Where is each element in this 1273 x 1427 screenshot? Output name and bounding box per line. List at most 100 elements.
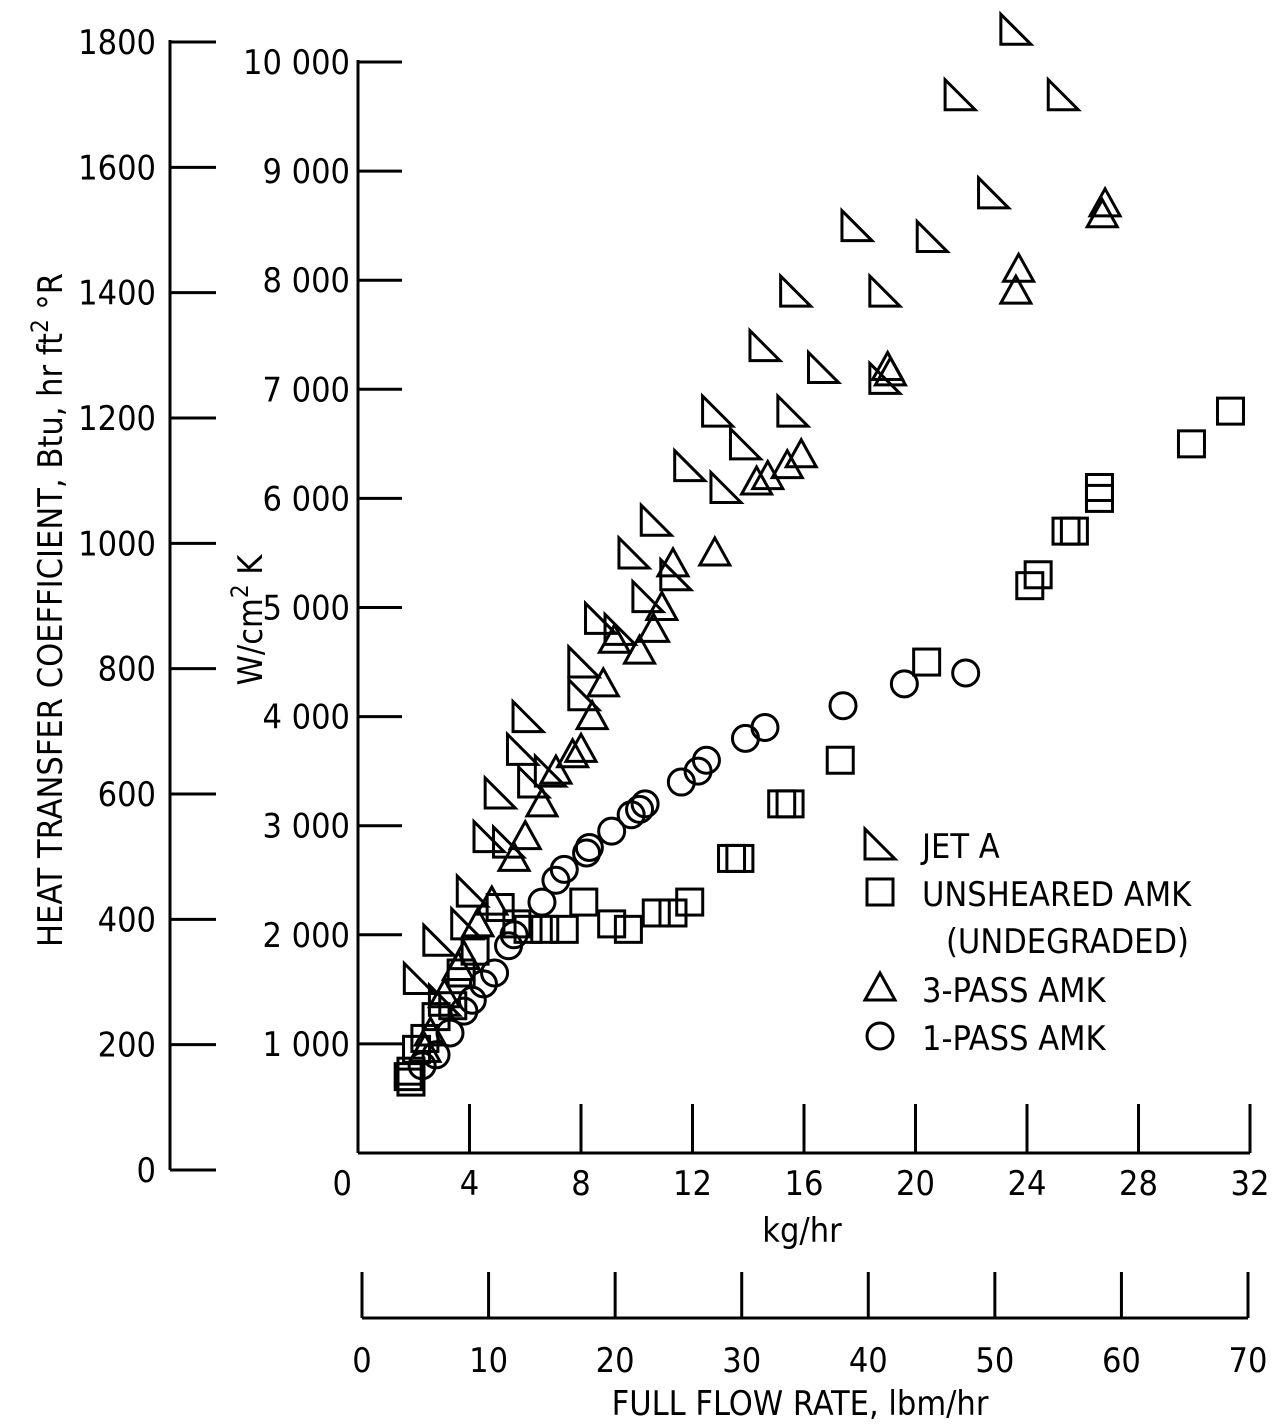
jet-a-point <box>915 217 951 254</box>
three-pass-amk-point <box>426 976 462 1009</box>
three-pass-amk-point <box>574 698 610 731</box>
unsheared-amk-point <box>1059 516 1089 546</box>
inner-y-tick-label: 9 000 <box>262 152 350 192</box>
inner-y-tick-label: 8 000 <box>262 261 350 301</box>
inner-y-tick-label: 3 000 <box>262 807 350 847</box>
one-pass-amk-point <box>572 838 602 868</box>
legend-label: 3-PASS AMK <box>922 971 1107 1011</box>
jet-a-point <box>517 763 553 799</box>
one-pass-amk-point <box>407 1051 437 1081</box>
primary-x-tick-label: 28 <box>1119 1164 1158 1204</box>
jet-a-point <box>402 959 438 995</box>
secondary-x-tick-label: 20 <box>596 1341 635 1381</box>
legend-circle-icon <box>865 1021 895 1051</box>
secondary-x-tick-label: 10 <box>469 1341 508 1381</box>
jet-a-point <box>492 823 528 859</box>
one-pass-amk-point <box>828 691 858 721</box>
one-pass-amk-point <box>616 800 646 830</box>
plot-points <box>393 10 1245 1097</box>
secondary-x-tick-label: 0 <box>352 1341 371 1381</box>
primary-x-tick-label: 4 <box>460 1164 479 1204</box>
three-pass-amk-point <box>1084 196 1120 229</box>
unsheared-amk-point <box>1015 571 1045 601</box>
unsheared-amk-point <box>1084 472 1114 502</box>
inner-y-tick-label: 4 000 <box>262 698 350 738</box>
legend: JET A UNSHEARED AMK (UNDEGRADED) 3-PASS AMK… <box>862 825 1192 1059</box>
unsheared-amk-point <box>775 789 805 819</box>
secondary-x-tick-label: 70 <box>1229 1341 1268 1381</box>
three-pass-amk-point <box>460 905 496 938</box>
primary-x-tick-label: 16 <box>785 1164 824 1204</box>
jet-a-point <box>868 272 904 308</box>
one-pass-amk-point <box>625 794 655 824</box>
three-pass-amk-point <box>872 354 908 387</box>
three-pass-amk-point <box>440 949 476 982</box>
inner-y-axis-title: W/cm2 K <box>226 554 271 686</box>
three-pass-amk-point <box>474 883 510 916</box>
three-pass-amk-point <box>644 589 680 621</box>
three-pass-amk-point <box>563 731 599 763</box>
one-pass-amk-point <box>889 669 919 699</box>
legend-triangle-icon <box>862 969 898 1002</box>
inner-y-tick-label: 0 <box>333 1164 352 1204</box>
inner-y-axis: 10 000 9 000 8 000 7 000 6 000 5 000 4 000 3 00… <box>226 43 402 1204</box>
outer-y-axis-title-main: HEAT TRANSFER COEFFICIENT, Btu, hr ft <box>31 333 71 947</box>
unsheared-amk-point <box>1023 560 1053 590</box>
primary-x-tick-label: 20 <box>896 1164 935 1204</box>
secondary-x-axis: 0 10 20 30 40 50 60 70 FULL FLOW RATE, lbm/hr <box>352 1272 1267 1424</box>
jet-a-point <box>422 921 458 957</box>
jet-a-point <box>840 207 876 243</box>
secondary-x-tick-label: 50 <box>975 1341 1014 1381</box>
jet-a-point <box>567 676 603 712</box>
secondary-x-tick-label: 40 <box>849 1341 888 1381</box>
jet-a-point <box>701 392 737 428</box>
one-pass-amk-point <box>494 931 524 961</box>
primary-x-tick-label: 12 <box>673 1164 712 1204</box>
secondary-x-tick-label: 30 <box>722 1341 761 1381</box>
legend-jet-a-icon <box>863 825 899 861</box>
three-pass-amk-point <box>697 534 733 567</box>
jet-a-point <box>584 599 620 635</box>
unsheared-amk-point <box>641 898 671 928</box>
outer-y-tick-label: 1200 <box>78 399 156 439</box>
jet-a-point <box>807 348 843 384</box>
legend-label: 1-PASS AMK <box>922 1019 1107 1059</box>
jet-a-point <box>617 534 653 570</box>
jet-a-point <box>427 981 464 1017</box>
outer-y-axis-title-sup: 2 <box>26 319 54 333</box>
jet-a-point <box>639 501 675 537</box>
inner-y-axis-title-sup: 2 <box>226 584 254 598</box>
unsheared-amk-point <box>825 745 855 775</box>
one-pass-amk-point <box>480 958 510 988</box>
one-pass-amk-point <box>730 723 760 753</box>
legend-label: (UNDEGRADED) <box>946 922 1189 962</box>
jet-a-point <box>567 643 603 679</box>
unsheared-amk-point <box>513 914 543 944</box>
three-pass-amk-point <box>596 622 632 654</box>
legend-label: UNSHEARED AMK <box>922 875 1192 915</box>
outer-y-tick-label: 200 <box>98 1026 156 1066</box>
jet-a-point <box>776 392 812 428</box>
primary-x-tick-label: 8 <box>571 1164 590 1204</box>
one-pass-amk-point <box>527 887 557 917</box>
unsheared-amk-point <box>725 843 755 873</box>
primary-x-tick-label: 24 <box>1008 1164 1047 1204</box>
jet-a-point <box>709 468 745 504</box>
jet-a-point <box>455 872 491 908</box>
three-pass-amk-point <box>1001 251 1037 283</box>
jet-a-point <box>977 174 1013 210</box>
jet-a-point <box>505 730 542 766</box>
primary-x-axis: 4 8 12 16 20 24 28 32 kg/hr <box>358 1104 1269 1251</box>
unsheared-amk-point <box>767 789 797 819</box>
inner-y-tick-label: 6 000 <box>262 479 350 519</box>
jet-a-point <box>1046 76 1082 112</box>
three-pass-amk-point <box>1087 185 1123 218</box>
unsheared-amk-point <box>569 887 599 917</box>
jet-a-point <box>943 76 979 112</box>
jet-a-point <box>631 577 667 614</box>
three-pass-amk-point <box>507 818 543 851</box>
legend-label: JET A <box>920 827 1000 867</box>
unsheared-amk-point <box>658 898 688 928</box>
three-pass-amk-point <box>555 736 591 769</box>
outer-y-axis-title: HEAT TRANSFER COEFFICIENT, Btu, hr ft2 °… <box>26 273 71 947</box>
